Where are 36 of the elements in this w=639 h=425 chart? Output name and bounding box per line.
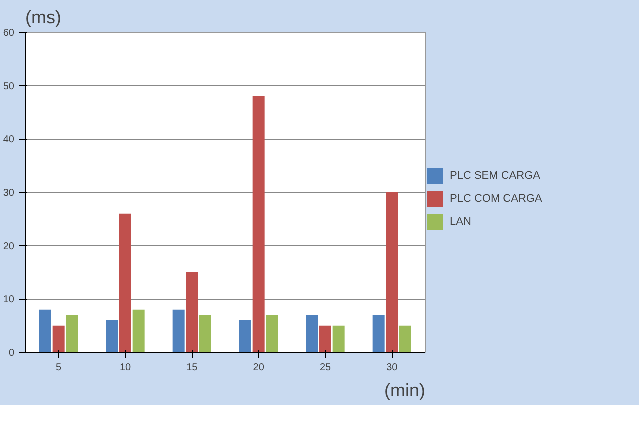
y-tick-label: 30 [3,188,15,199]
y-tick-label: 40 [3,134,15,146]
bar [266,315,278,352]
x-tick-label: 25 [320,362,332,374]
bar [40,310,52,352]
y-tick-label: 20 [3,241,15,252]
bar [120,214,132,352]
x-tick-label: 20 [253,362,265,374]
bar [200,315,212,352]
y-tick-label: 60 [3,28,15,39]
bar [320,326,332,352]
bar [240,320,252,352]
bar [106,320,118,352]
x-tick-label: 30 [386,362,398,374]
legend-label: PLC COM CARGA [450,193,542,205]
x-tick-label: 10 [120,362,132,374]
bar [132,310,145,352]
legend-label: LAN [450,216,472,228]
legend-label: PLC SEM CARGA [450,170,540,182]
bar [306,315,318,352]
x-axis-title: (min) [384,380,426,400]
bar [52,326,65,352]
bar [372,315,385,352]
bar [172,310,185,352]
bar [332,326,345,352]
y-tick-label: 50 [3,81,15,92]
bar [386,192,398,352]
y-tick-label: 10 [3,294,15,306]
bar [186,272,198,352]
y-axis-title: (ms) [26,8,62,28]
x-tick-label: 5 [56,362,62,374]
bar [66,315,78,352]
x-tick-label: 15 [186,362,198,374]
y-tick-label: 0 [8,348,15,359]
bar [252,96,265,352]
bar [400,326,412,352]
